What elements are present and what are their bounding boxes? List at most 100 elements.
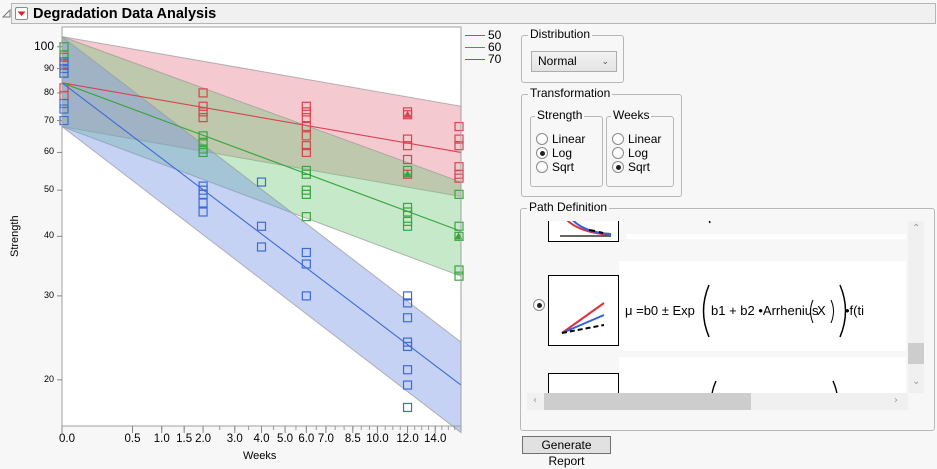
x-tick-label: 12.0 bbox=[396, 433, 419, 445]
strength-linear-radio[interactable]: Linear bbox=[536, 132, 585, 146]
data-point-50 bbox=[301, 131, 311, 141]
formula-parens bbox=[702, 284, 847, 338]
linear-paths-icon bbox=[561, 302, 605, 334]
path-option-radio-selected[interactable] bbox=[533, 299, 545, 311]
path-option-arrhenius[interactable]: μ =b0 ± Exp b1 + b2 •Arrhenius X •f(ti bbox=[527, 261, 906, 355]
plot-background bbox=[62, 27, 461, 426]
data-point-60 bbox=[402, 216, 413, 226]
data-point-60 bbox=[454, 231, 464, 241]
legend-label: 50 bbox=[488, 28, 502, 42]
path-thumbnail bbox=[548, 275, 619, 346]
data-point-50 bbox=[301, 101, 311, 111]
x-axis-label: Weeks bbox=[243, 450, 277, 462]
path-definition-group: Path Definition bbox=[520, 200, 935, 431]
legend-item-50[interactable]: 50 bbox=[465, 28, 501, 42]
path-formula: μ =b0 ± Exp bbox=[625, 303, 695, 318]
horizontal-scroll-thumb[interactable] bbox=[544, 393, 751, 410]
radio-button[interactable] bbox=[612, 133, 624, 145]
data-point-70 bbox=[59, 57, 69, 67]
distribution-label: Distribution bbox=[528, 27, 593, 42]
path-formula-inner: b1 + b2 •Arrhenius bbox=[711, 303, 819, 318]
horizontal-scrollbar[interactable]: ‹ › bbox=[527, 393, 908, 410]
disclosure-triangle-icon[interactable] bbox=[2, 9, 11, 18]
y-axis-label: Strength bbox=[9, 215, 21, 257]
path-row-bg bbox=[619, 261, 906, 351]
data-point-70 bbox=[198, 207, 208, 217]
data-point-70 bbox=[402, 298, 413, 308]
radio-button-selected[interactable] bbox=[536, 147, 548, 159]
radio-button[interactable] bbox=[536, 161, 548, 173]
data-point-70 bbox=[256, 242, 267, 252]
radio-button-selected[interactable] bbox=[612, 161, 624, 173]
path-list[interactable]: μ =b0 ± Exp b1 + b2 •Arrhenius X •f(ti bbox=[527, 221, 906, 405]
legend-swatch-icon bbox=[465, 47, 485, 49]
scroll-right-icon[interactable]: › bbox=[894, 395, 898, 406]
fit-line-60 bbox=[61, 82, 462, 232]
formula-brackets bbox=[708, 221, 711, 224]
data-point-60 bbox=[198, 147, 208, 158]
outline-header: Degradation Data Analysis bbox=[0, 3, 937, 24]
data-point-70 bbox=[59, 68, 69, 78]
data-point-60 bbox=[454, 189, 464, 199]
data-point-60 bbox=[454, 265, 464, 275]
vertical-scroll-thumb[interactable] bbox=[908, 343, 924, 364]
x-tick-label: 3.0 bbox=[226, 433, 243, 445]
y-tick-label: 20 bbox=[43, 373, 54, 384]
mean-marker-icon bbox=[403, 170, 412, 178]
legend-item-60[interactable]: 60 bbox=[465, 40, 501, 54]
row-divider bbox=[619, 352, 906, 355]
scroll-down-icon[interactable]: ⌄ bbox=[912, 376, 921, 387]
data-point-70 bbox=[59, 104, 69, 114]
radio-button[interactable] bbox=[612, 147, 624, 159]
strength-sqrt-radio[interactable]: Sqrt bbox=[536, 160, 574, 174]
x-tick-label: 0.0 bbox=[59, 433, 75, 445]
path-formula-x: X bbox=[817, 303, 826, 318]
y-tick-label: 50 bbox=[43, 184, 54, 195]
data-point-70 bbox=[198, 189, 208, 199]
scroll-up-icon[interactable]: ⌃ bbox=[912, 223, 921, 234]
x-tick-label: 4.0 bbox=[253, 433, 270, 445]
vertical-scrollbar[interactable]: ⌃ ⌄ bbox=[908, 221, 924, 393]
data-point-50 bbox=[454, 134, 464, 144]
data-point-50 bbox=[198, 88, 208, 98]
red-triangle-menu-icon[interactable] bbox=[15, 7, 28, 20]
path-thumbnail bbox=[548, 221, 619, 242]
x-tick-label: 1.0 bbox=[153, 433, 170, 445]
weeks-transform-label: Weeks bbox=[611, 108, 652, 123]
legend-item-70[interactable]: 70 bbox=[465, 52, 501, 66]
scroll-left-icon[interactable]: ‹ bbox=[533, 395, 537, 406]
legend-swatch-icon bbox=[465, 35, 485, 37]
x-tick-label: 1.5 bbox=[176, 433, 193, 445]
fit-line-50 bbox=[61, 82, 462, 153]
weeks-log-radio[interactable]: Log bbox=[612, 146, 648, 160]
x-tick-label: 2.0 bbox=[195, 433, 212, 445]
data-point-60 bbox=[454, 271, 464, 281]
distribution-select[interactable]: Normal ⌄ bbox=[531, 51, 617, 72]
data-point-50 bbox=[402, 141, 413, 151]
mean-marker-icon bbox=[403, 110, 412, 118]
row-divider bbox=[627, 234, 906, 239]
data-point-50 bbox=[454, 173, 464, 183]
strength-log-radio[interactable]: Log bbox=[536, 146, 572, 160]
generate-report-button[interactable]: Generate Report bbox=[522, 436, 611, 468]
distribution-group: Distribution Normal ⌄ bbox=[521, 27, 624, 83]
data-point-50 bbox=[301, 107, 311, 117]
chart-plot bbox=[57, 26, 464, 434]
radio-button[interactable] bbox=[536, 133, 548, 145]
data-point-70 bbox=[402, 313, 413, 323]
data-point-70 bbox=[301, 291, 311, 301]
y-tick-label: 80 bbox=[43, 86, 54, 97]
y-tick-label: 70 bbox=[43, 114, 54, 125]
legend-label: 70 bbox=[488, 52, 502, 66]
x-tick-label: 8.5 bbox=[344, 433, 361, 445]
data-point-60 bbox=[402, 221, 413, 231]
data-point-60 bbox=[301, 212, 311, 222]
transformation-label: Transformation bbox=[528, 86, 613, 101]
weeks-sqrt-radio[interactable]: Sqrt bbox=[612, 160, 650, 174]
data-point-70 bbox=[402, 291, 413, 301]
y-tick-label: 30 bbox=[43, 289, 54, 300]
weeks-linear-radio[interactable]: Linear bbox=[612, 132, 661, 146]
data-point-60 bbox=[301, 169, 311, 179]
path-option-previous[interactable] bbox=[527, 221, 906, 256]
data-point-60 bbox=[301, 189, 311, 199]
